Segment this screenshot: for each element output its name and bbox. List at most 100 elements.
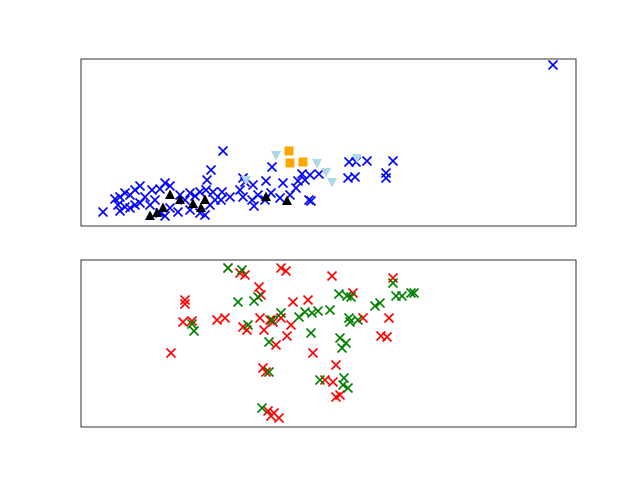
point: [352, 314, 364, 326]
point: [172, 206, 184, 218]
point: [254, 312, 266, 324]
point: [189, 190, 201, 202]
point: [282, 195, 292, 205]
point: [263, 336, 275, 348]
point: [165, 189, 175, 199]
point: [232, 296, 244, 308]
axes-frame: [80, 58, 577, 227]
point: [305, 327, 317, 339]
point: [383, 312, 395, 324]
point: [139, 191, 151, 203]
point: [326, 270, 338, 282]
point: [266, 161, 278, 173]
point: [263, 366, 275, 378]
point: [275, 307, 287, 319]
point: [242, 319, 254, 331]
point: [344, 316, 356, 328]
point: [305, 195, 317, 207]
point: [340, 337, 352, 349]
point: [241, 176, 251, 186]
axes-top: [80, 58, 577, 227]
point: [252, 291, 264, 303]
point: [380, 167, 392, 179]
point: [324, 304, 336, 316]
point: [109, 193, 121, 205]
point: [284, 146, 294, 156]
point: [287, 296, 299, 308]
point: [236, 264, 248, 276]
point: [327, 178, 337, 188]
point: [396, 290, 408, 302]
point: [338, 372, 350, 384]
point: [188, 325, 200, 337]
point: [253, 281, 265, 293]
point: [265, 410, 277, 422]
point: [217, 145, 229, 157]
point: [145, 210, 155, 220]
point: [211, 314, 223, 326]
point: [196, 202, 206, 212]
point: [314, 374, 326, 386]
point: [312, 305, 324, 317]
point: [164, 180, 176, 192]
point: [149, 194, 161, 206]
point: [313, 168, 325, 180]
point: [152, 207, 162, 217]
point: [281, 330, 293, 342]
point: [262, 405, 274, 417]
point: [273, 412, 285, 424]
point: [280, 265, 292, 277]
axes-bottom: [80, 259, 577, 428]
point: [330, 359, 342, 371]
point: [285, 158, 295, 168]
point: [312, 159, 322, 169]
point: [342, 172, 354, 184]
point: [261, 191, 271, 201]
axes-frame: [80, 259, 577, 428]
point: [275, 262, 287, 274]
point: [186, 315, 198, 327]
point: [277, 177, 289, 189]
point: [345, 291, 357, 303]
point: [200, 194, 210, 204]
point: [222, 262, 234, 274]
point: [408, 287, 420, 299]
point: [205, 164, 217, 176]
point: [247, 179, 259, 191]
point: [248, 200, 260, 212]
point: [374, 297, 386, 309]
point: [260, 366, 272, 378]
point: [387, 277, 399, 289]
point: [298, 157, 308, 167]
point: [361, 155, 373, 167]
point: [405, 287, 417, 299]
point: [177, 316, 189, 328]
point: [387, 155, 399, 167]
point: [184, 187, 196, 199]
point: [274, 192, 286, 204]
point: [258, 324, 270, 336]
point: [260, 175, 272, 187]
point: [158, 202, 168, 212]
point: [188, 198, 198, 208]
point: [327, 376, 339, 388]
point: [239, 269, 251, 281]
point: [129, 199, 141, 211]
point: [270, 339, 282, 351]
point: [342, 382, 354, 394]
point: [159, 210, 171, 222]
point: [200, 184, 212, 196]
point: [179, 294, 191, 306]
point: [381, 331, 393, 343]
point: [246, 194, 258, 206]
point: [165, 347, 177, 359]
point: [296, 168, 308, 180]
point: [97, 206, 109, 218]
point: [271, 151, 281, 161]
point: [234, 184, 246, 196]
point: [266, 314, 278, 326]
point: [306, 307, 318, 319]
point: [179, 298, 191, 310]
